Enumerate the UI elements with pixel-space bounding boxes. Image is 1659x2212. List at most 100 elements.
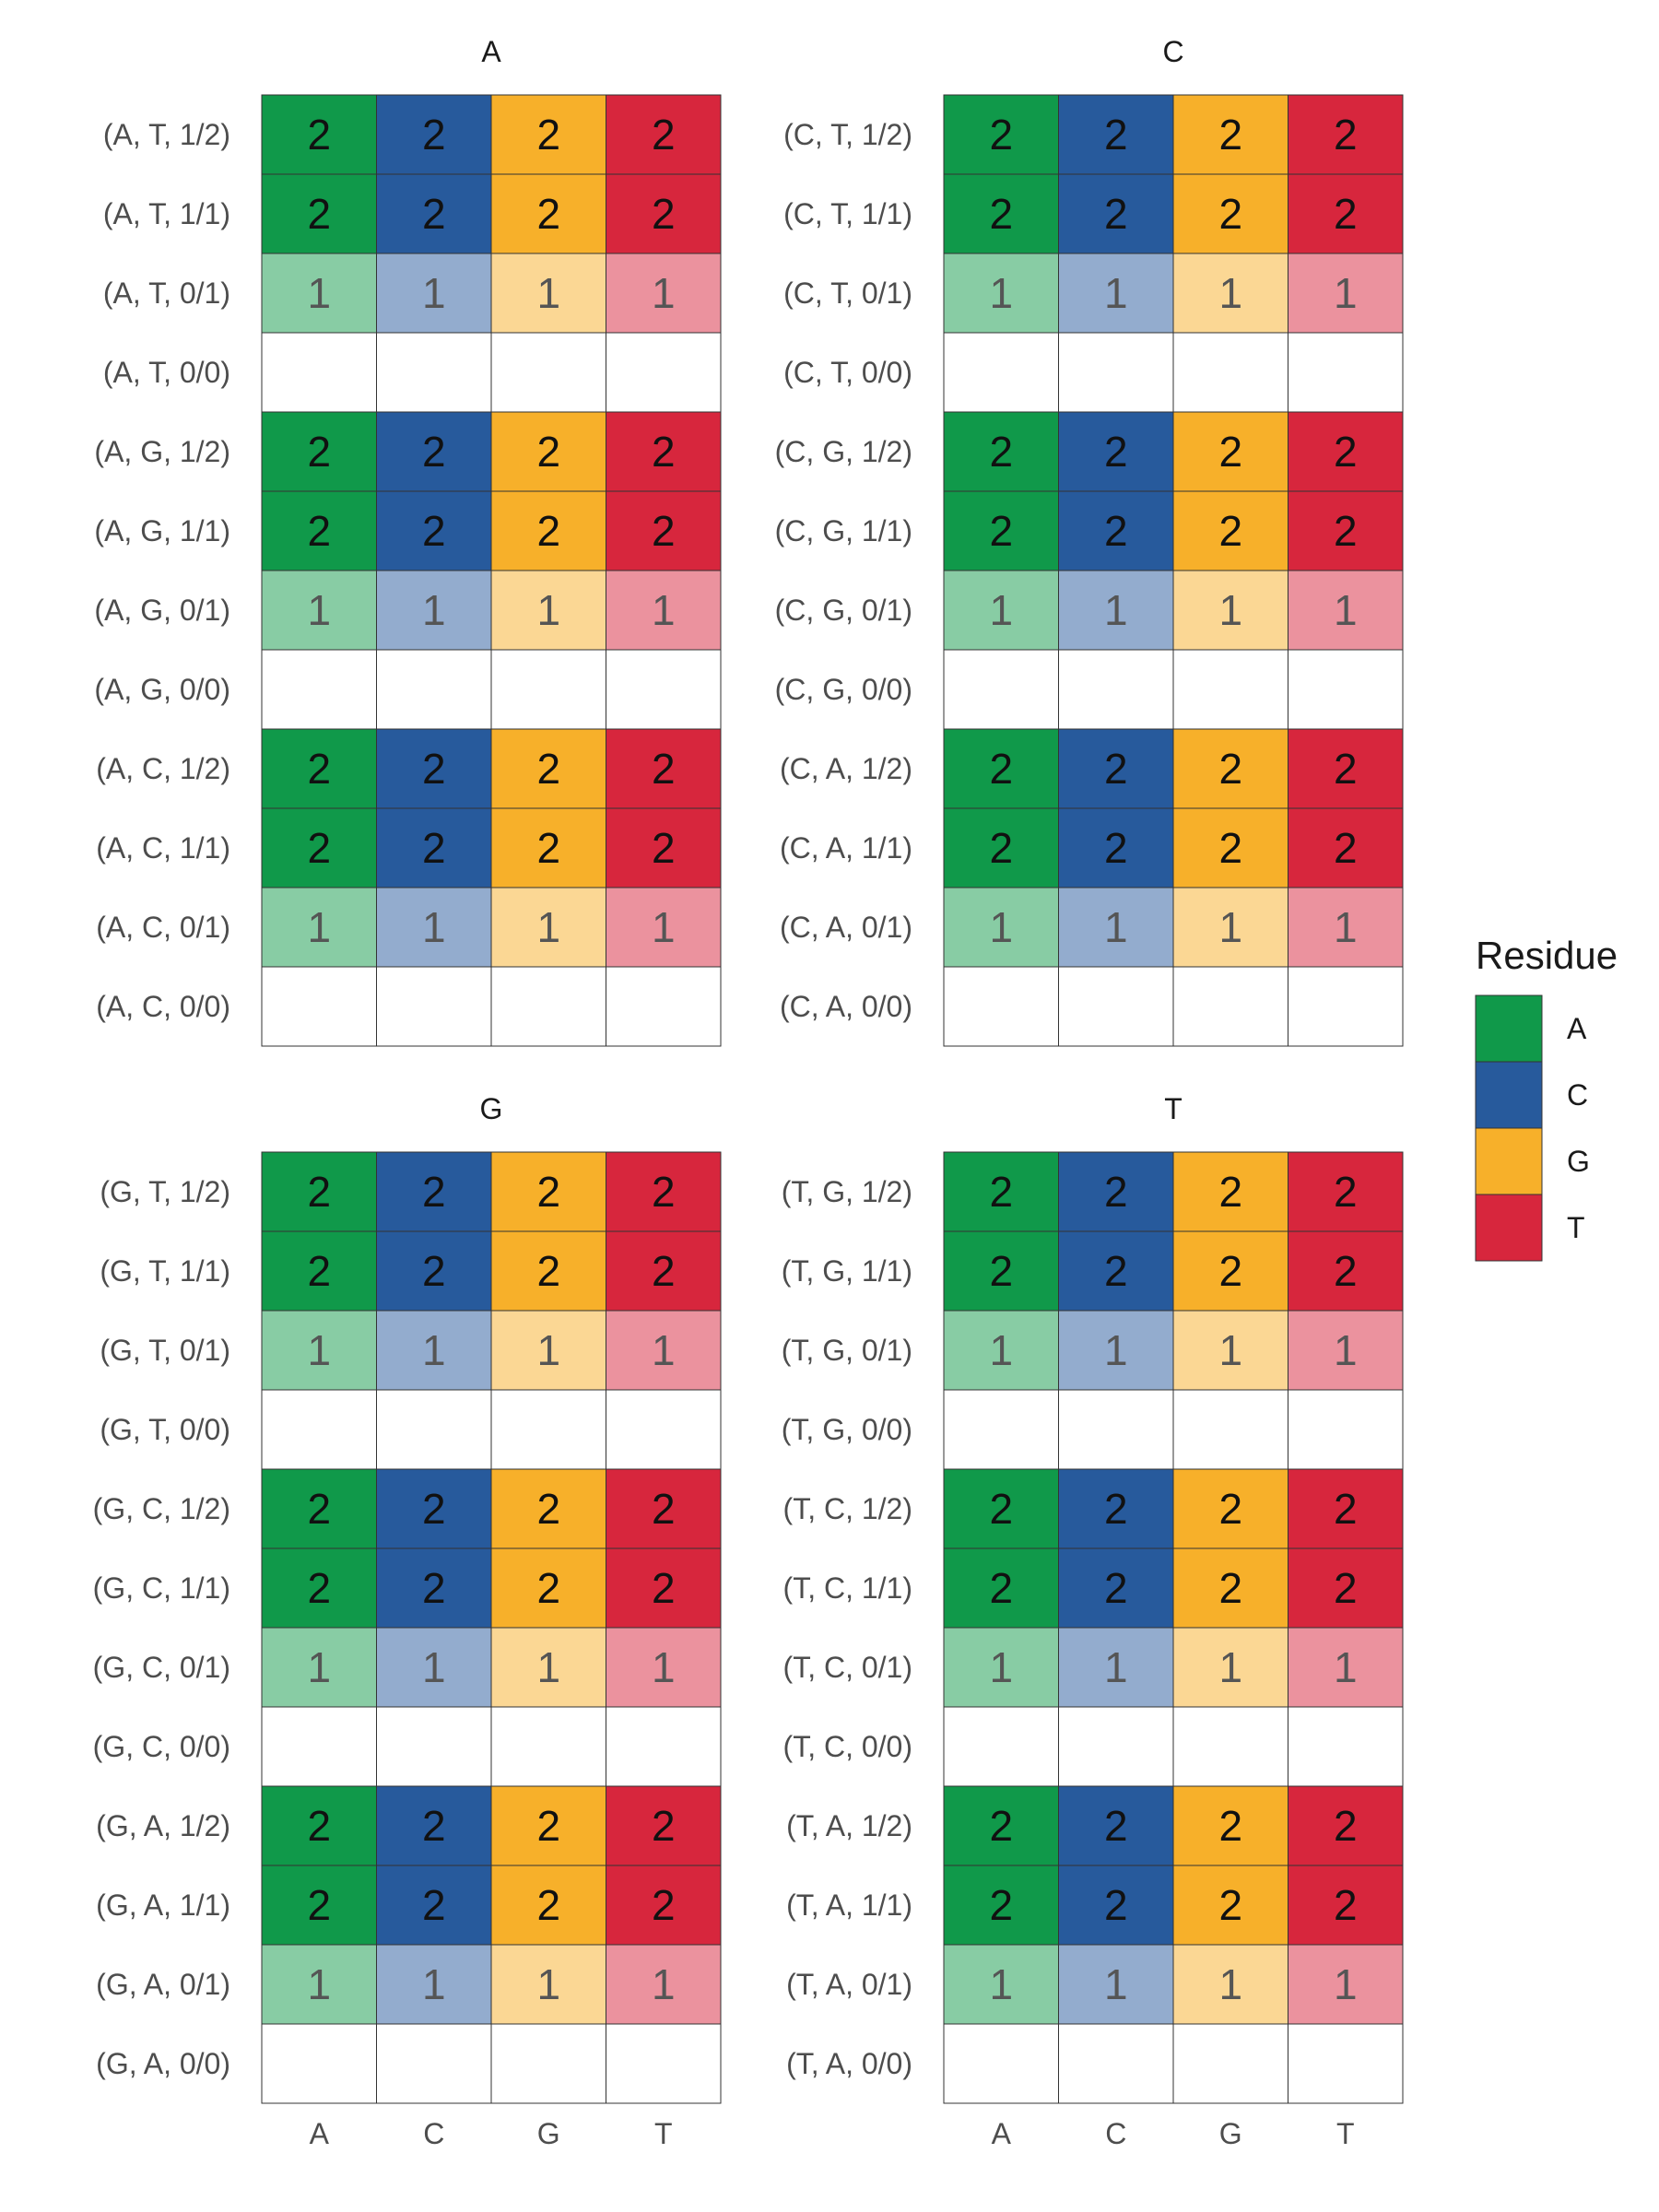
column-label: T [1336, 2117, 1355, 2150]
cell-value-label: 2 [1334, 1168, 1358, 1216]
heatmap-cell [606, 332, 722, 413]
heatmap-cell [1288, 411, 1404, 492]
heatmap-cell [261, 807, 377, 888]
heatmap-cell [1058, 253, 1174, 334]
cell-value-label: 2 [422, 1485, 446, 1533]
heatmap-cell [1288, 253, 1404, 334]
heatmap-cell [376, 94, 492, 175]
heatmap-cell [1288, 728, 1404, 809]
heatmap-cell [376, 1151, 492, 1232]
cell-value-label: 1 [989, 1960, 1013, 2008]
cell-value-label: 2 [422, 1564, 446, 1612]
cell-value-label: 2 [652, 1168, 676, 1216]
cell-value-label: 2 [1104, 428, 1128, 476]
cell-value-label: 2 [1334, 190, 1358, 238]
cell-value-label: 1 [422, 586, 446, 634]
heatmap-cell [376, 887, 492, 968]
cell-value-label: 1 [652, 1326, 676, 1374]
legend-key-t [1475, 1194, 1543, 1262]
heatmap-cell [1288, 887, 1404, 968]
heatmap-cell [490, 1944, 606, 2025]
cell-value-label: 2 [536, 111, 560, 159]
cell-value-label: 2 [422, 1247, 446, 1295]
heatmap-cell [943, 1785, 1059, 1866]
heatmap-cell [1172, 490, 1288, 571]
cell-value-label: 1 [1218, 586, 1242, 634]
heatmap-cell [943, 1310, 1059, 1391]
row-label: (T, C, 1/2) [783, 1492, 912, 1525]
heatmap-cell [1288, 94, 1404, 175]
cell-value-label: 2 [307, 507, 331, 555]
heatmap-cell [606, 490, 722, 571]
cell-value-label: 1 [307, 1326, 331, 1374]
heatmap-cell [261, 1944, 377, 2025]
facet-panel-c: C (C, T, 1/2) 2 2 2 2 (C, T, 1/1) 2 2 2 2 (C, T, 0/… [775, 35, 1404, 1047]
heatmap-cell [1172, 411, 1288, 492]
cell-value-label: 2 [989, 1564, 1013, 1612]
heatmap-cell [376, 1547, 492, 1629]
heatmap-cell [1058, 1785, 1174, 1866]
heatmap-cell [1058, 649, 1174, 730]
heatmap-cell [1172, 887, 1288, 968]
heatmap-cell [943, 728, 1059, 809]
cell-value-label: 2 [422, 1802, 446, 1850]
row-label: (C, G, 1/2) [775, 435, 912, 468]
facet-title: G [480, 1092, 503, 1125]
cell-value-label: 2 [1104, 190, 1128, 238]
cell-value-label: 1 [1334, 903, 1358, 951]
heatmap-cell [943, 332, 1059, 413]
cell-value-label: 2 [1218, 1881, 1242, 1929]
heatmap-cell [1288, 1151, 1404, 1232]
cell-value-label: 2 [307, 1881, 331, 1929]
heatmap-cell [490, 332, 606, 413]
cell-value-label: 2 [536, 1247, 560, 1295]
cell-value-label: 2 [652, 1247, 676, 1295]
cell-value-label: 1 [1218, 1643, 1242, 1691]
cell-value-label: 1 [307, 1643, 331, 1691]
heatmap-cell [376, 1865, 492, 1946]
row-label: (G, C, 1/2) [93, 1492, 230, 1525]
heatmap-cell [376, 1389, 492, 1470]
heatmap-cell [490, 1865, 606, 1946]
cell-value-label: 2 [536, 824, 560, 872]
heatmap-cell [376, 411, 492, 492]
cell-value-label: 2 [989, 1802, 1013, 1850]
cell-value-label: 2 [652, 1564, 676, 1612]
row-label: (C, A, 0/1) [780, 911, 912, 944]
heatmap-cell [1172, 1468, 1288, 1549]
heatmap-cell [943, 2023, 1059, 2104]
heatmap-cell [261, 173, 377, 254]
cell-value-label: 2 [1334, 1247, 1358, 1295]
cell-value-label: 2 [1104, 111, 1128, 159]
cell-value-label: 2 [536, 1881, 560, 1929]
row-label: (A, T, 1/2) [103, 118, 230, 151]
row-label: (A, C, 1/1) [96, 831, 230, 865]
cell-value-label: 2 [1218, 824, 1242, 872]
heatmap-cell [943, 173, 1059, 254]
cell-value-label: 2 [652, 111, 676, 159]
legend-key-g [1475, 1127, 1543, 1195]
heatmap-cell [261, 253, 377, 334]
cell-value-label: 2 [652, 1881, 676, 1929]
heatmap-cell [1172, 1706, 1288, 1787]
cell-value-label: 1 [307, 586, 331, 634]
cell-value-label: 2 [652, 745, 676, 793]
heatmap-cell [1288, 966, 1404, 1047]
cell-value-label: 2 [989, 1168, 1013, 1216]
row-label: (C, A, 0/0) [780, 990, 912, 1023]
heatmap-cell [490, 1627, 606, 1708]
heatmap-cell [1288, 1627, 1404, 1708]
heatmap-cell [1058, 2023, 1174, 2104]
heatmap-cell [490, 2023, 606, 2104]
cell-value-label: 1 [1104, 586, 1128, 634]
cell-value-label: 2 [422, 1168, 446, 1216]
legend-label: T [1567, 1211, 1585, 1244]
cell-value-label: 2 [989, 507, 1013, 555]
heatmap-cell [376, 649, 492, 730]
heatmap-cell [943, 1706, 1059, 1787]
heatmap-cell [1058, 807, 1174, 888]
heatmap-cell [1058, 490, 1174, 571]
heatmap-cell [376, 728, 492, 809]
heatmap-cell [943, 887, 1059, 968]
heatmap-cell [1058, 173, 1174, 254]
